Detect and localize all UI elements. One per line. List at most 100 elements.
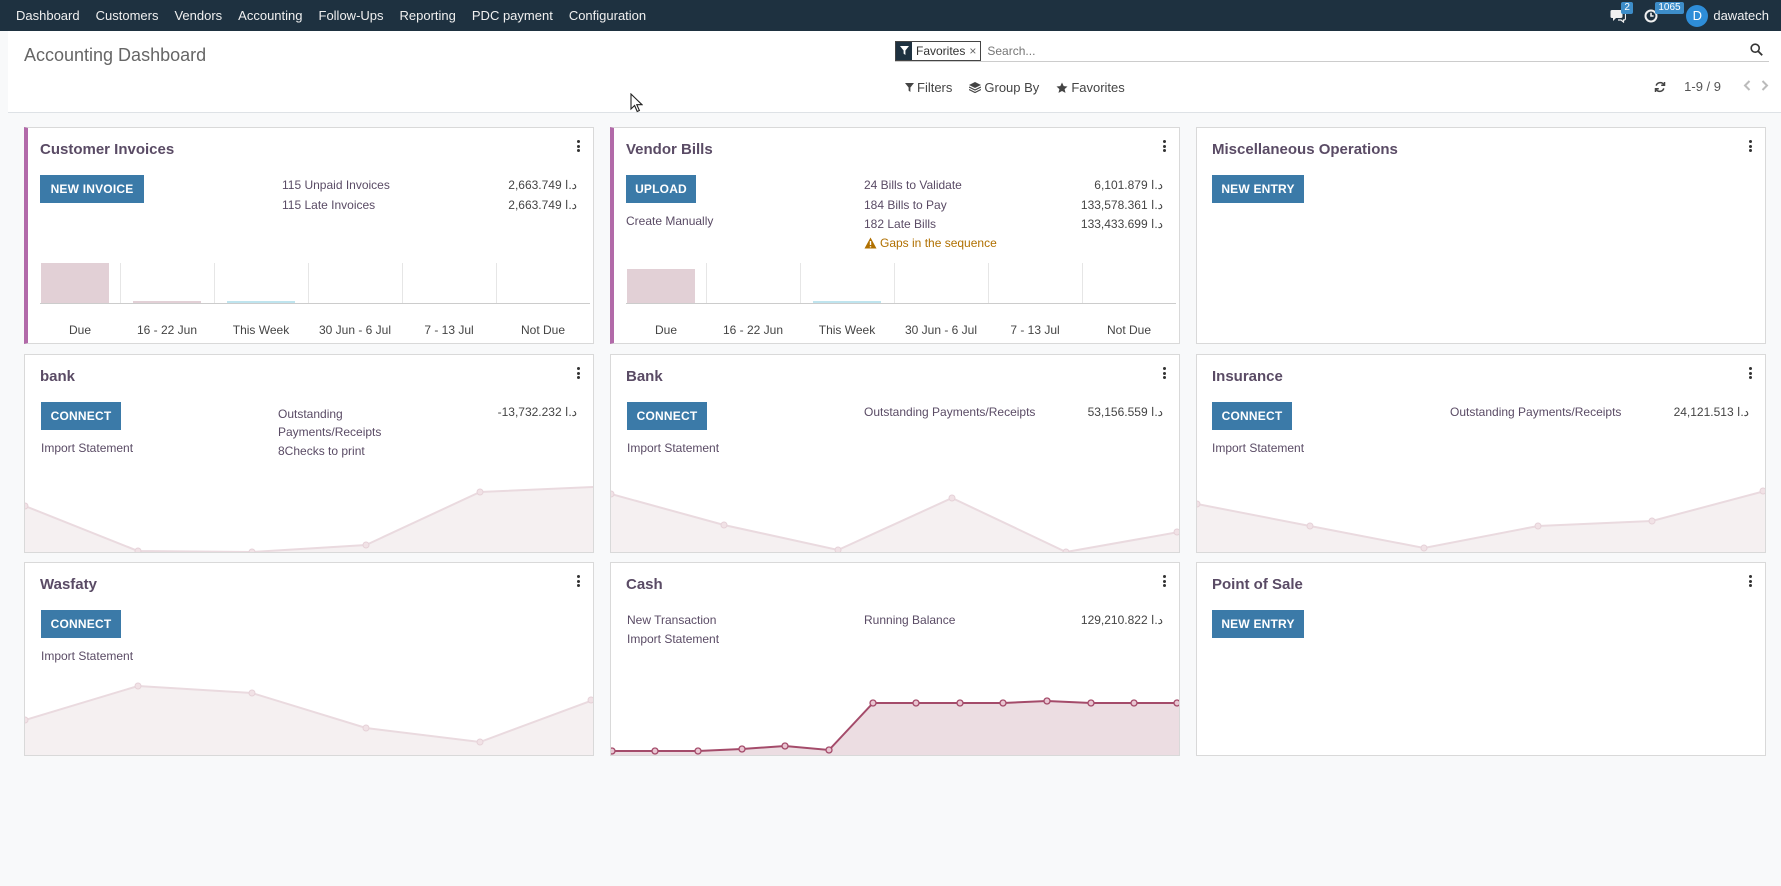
create-manually-link[interactable]: Create Manually	[626, 214, 714, 228]
menu-follow-ups[interactable]: Follow-Ups	[318, 8, 384, 23]
search-input[interactable]	[987, 43, 1688, 58]
new-entry-button[interactable]: NEW ENTRY	[1212, 175, 1304, 203]
bar-label: Not Due	[520, 323, 566, 337]
menu-accounting[interactable]: Accounting	[238, 8, 303, 23]
activities-button[interactable]: 1065	[1644, 1, 1684, 23]
bar-col-7-13-jul[interactable]: 7 - 13 Jul	[988, 263, 1082, 337]
bar-label: 16 - 22 Jun	[722, 323, 784, 337]
outstanding-payments-link[interactable]: Outstanding Payments/Receipts	[1450, 405, 1622, 419]
checks-to-print-link[interactable]: 8Checks to print	[278, 444, 365, 458]
import-statement-link[interactable]: Import Statement	[41, 649, 134, 663]
outstanding-payments-link[interactable]: Outstanding Payments/Receipts	[278, 407, 382, 439]
connect-button[interactable]: CONNECT	[41, 402, 121, 430]
pager-previous-icon[interactable]	[1743, 79, 1751, 94]
import-statement-link[interactable]: Import Statement	[1212, 441, 1305, 455]
card-menu-icon[interactable]	[1749, 367, 1752, 381]
filters-button[interactable]: Filters	[905, 80, 952, 95]
import-statement-link[interactable]: Import Statement	[627, 632, 720, 646]
menu-reporting[interactable]: Reporting	[399, 8, 456, 23]
bills-bar-chart: Due 16 - 22 Jun This Week 30 Jun - 6 Jul…	[626, 263, 1176, 337]
bar-label: Due	[68, 323, 91, 337]
filters-label: Filters	[917, 80, 953, 95]
connect-button[interactable]: CONNECT	[627, 402, 707, 430]
menu-pdc-payment[interactable]: PDC payment	[471, 8, 553, 23]
star-icon	[1056, 82, 1068, 93]
bar-col-not-due[interactable]: Not Due	[496, 263, 590, 337]
unpaid-invoices-link[interactable]: 115 Unpaid Invoices	[282, 178, 390, 192]
new-invoice-button[interactable]: NEW INVOICE	[40, 175, 144, 203]
import-statement-link[interactable]: Import Statement	[41, 441, 134, 455]
card-title[interactable]: Customer Invoices	[40, 141, 175, 158]
bar-col-this-week[interactable]: This Week	[800, 263, 894, 337]
bank-balance-graph	[25, 486, 593, 552]
late-bills-link[interactable]: 182 Late Bills	[864, 217, 937, 231]
warning-icon	[864, 237, 877, 249]
card-title[interactable]: Point of Sale	[1212, 576, 1303, 593]
card-menu-icon[interactable]	[1163, 575, 1166, 589]
outstanding-payments-link[interactable]: Outstanding Payments/Receipts	[864, 405, 1036, 419]
favorites-button[interactable]: Favorites	[1056, 80, 1125, 95]
bar-label: Not Due	[1106, 323, 1152, 337]
pager-next-icon[interactable]	[1761, 79, 1769, 94]
card-title[interactable]: bank	[40, 368, 76, 385]
bar-col-this-week[interactable]: This Week	[214, 263, 308, 337]
new-transaction-link[interactable]: New Transaction	[627, 613, 717, 627]
bar-col-30-jun-6-jul[interactable]: 30 Jun - 6 Jul	[894, 263, 988, 337]
card-title[interactable]: Cash	[626, 576, 663, 593]
page-title: Accounting Dashboard	[24, 45, 207, 65]
search-icon[interactable]	[1750, 43, 1763, 59]
card-title[interactable]: Miscellaneous Operations	[1212, 141, 1398, 158]
card-bank-lowercase: bank CONNECT Import Statement Outstandin…	[24, 354, 594, 553]
sequence-gaps-warning[interactable]: Gaps in the sequence	[864, 236, 997, 250]
messages-button[interactable]: 2	[1610, 1, 1633, 23]
chart-axis	[626, 303, 1176, 304]
card-title[interactable]: Insurance	[1212, 368, 1283, 385]
new-entry-button[interactable]: NEW ENTRY	[1212, 610, 1304, 638]
bar-col-due[interactable]: Due	[40, 263, 120, 337]
card-title[interactable]: Wasfaty	[40, 576, 97, 593]
late-invoices-link[interactable]: 115 Late Invoices	[282, 198, 376, 212]
card-menu-icon[interactable]	[577, 367, 580, 381]
user-menu[interactable]: D dawatech	[1686, 4, 1769, 27]
bar-col-7-13-jul[interactable]: 7 - 13 Jul	[402, 263, 496, 337]
menu-customers[interactable]: Customers	[95, 8, 159, 23]
bills-to-pay-link[interactable]: 184 Bills to Pay	[864, 198, 947, 212]
layers-icon	[969, 82, 982, 93]
search-facet-favorites: Favorites ×	[895, 40, 982, 61]
card-menu-icon[interactable]	[577, 575, 580, 589]
bar-label: 16 - 22 Jun	[136, 323, 198, 337]
card-title[interactable]: Vendor Bills	[626, 141, 713, 158]
import-statement-link[interactable]: Import Statement	[627, 441, 720, 455]
connect-button[interactable]: CONNECT	[1212, 402, 1292, 430]
bar-col-16-22-jun[interactable]: 16 - 22 Jun	[706, 263, 800, 337]
connect-button[interactable]: CONNECT	[41, 610, 121, 638]
card-menu-icon[interactable]	[1163, 140, 1166, 154]
card-customer-invoices: Customer Invoices NEW INVOICE 115 Unpaid…	[24, 127, 594, 344]
menu-configuration[interactable]: Configuration	[568, 8, 647, 23]
card-menu-icon[interactable]	[1749, 140, 1752, 154]
bar-col-not-due[interactable]: Not Due	[1082, 263, 1176, 337]
group-by-label: Group By	[984, 80, 1040, 95]
bills-to-validate-link[interactable]: 24 Bills to Validate	[864, 178, 962, 192]
card-menu-icon[interactable]	[1163, 367, 1166, 381]
card-menu-icon[interactable]	[577, 140, 580, 154]
bar-col-due[interactable]: Due	[626, 263, 706, 337]
bar-col-16-22-jun[interactable]: 16 - 22 Jun	[120, 263, 214, 337]
bar-col-30-jun-6-jul[interactable]: 30 Jun - 6 Jul	[308, 263, 402, 337]
running-balance-amount: 129,210.822 د.ا	[1080, 613, 1163, 627]
card-title[interactable]: Bank	[626, 368, 663, 385]
group-by-button[interactable]: Group By	[969, 80, 1039, 95]
mouse-cursor-icon	[630, 93, 643, 113]
card-menu-icon[interactable]	[1749, 575, 1752, 589]
user-name: dawatech	[1713, 8, 1769, 23]
upload-button[interactable]: UPLOAD	[626, 175, 696, 203]
avatar: D	[1686, 4, 1709, 27]
menu-vendors[interactable]: Vendors	[174, 8, 223, 23]
pager-value[interactable]: 1-9 / 9	[1684, 79, 1721, 94]
invoices-bar-chart: Due 16 - 22 Jun This Week 30 Jun - 6 Jul…	[40, 263, 590, 337]
filter-icon	[896, 41, 912, 60]
activities-count-badge: 1065	[1655, 1, 1684, 14]
refresh-icon[interactable]	[1654, 81, 1666, 93]
menu-dashboard[interactable]: Dashboard	[16, 8, 80, 23]
facet-remove-icon[interactable]: ×	[969, 43, 977, 58]
